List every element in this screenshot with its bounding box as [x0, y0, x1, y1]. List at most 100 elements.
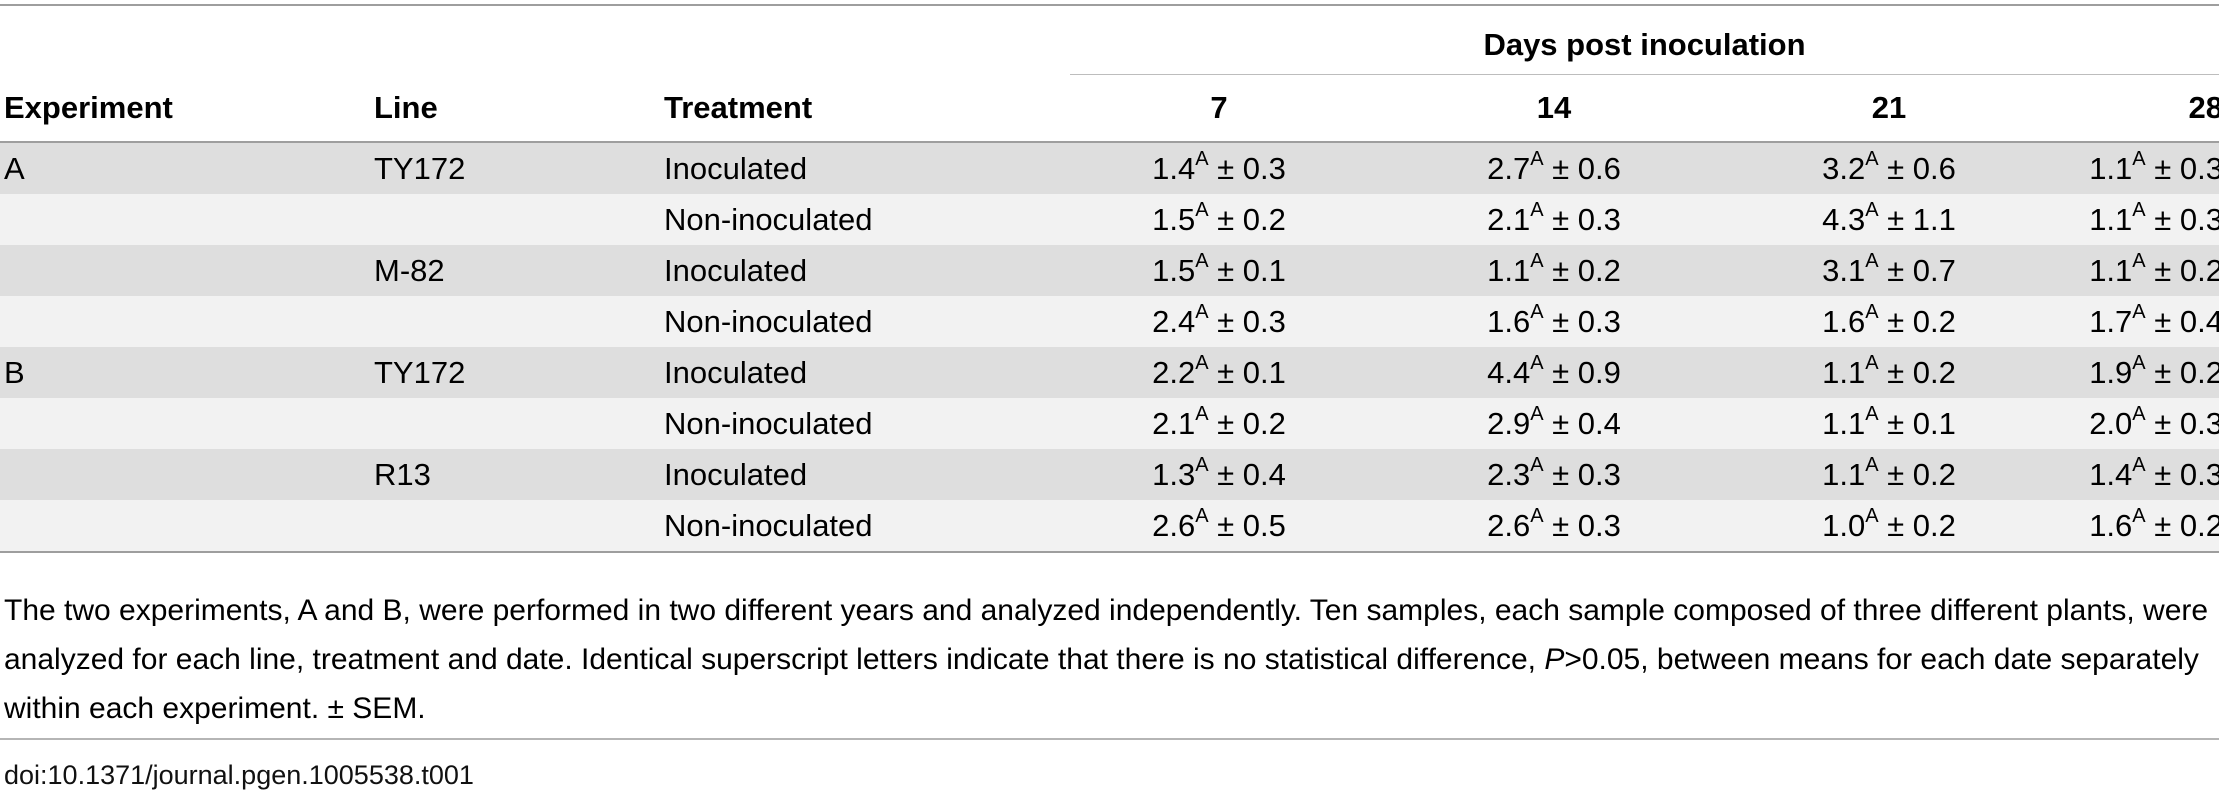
table-row: A TY172 Inoculated 1.4A ± 0.3 2.7A ± 0.6 3.2A…	[0, 142, 2219, 194]
mean-value: 3.1	[1822, 252, 1866, 288]
significance-letter: A	[1530, 301, 1544, 324]
sem-value: ± 0.6	[1887, 150, 1956, 186]
doi-link[interactable]: doi:10.1371/journal.pgen.1005538.t001	[4, 760, 474, 790]
cell-treatment: Inoculated	[664, 142, 1074, 194]
cell-experiment	[0, 296, 374, 347]
mean-value: 1.6	[1822, 303, 1866, 339]
sem-value: ± 0.7	[1887, 252, 1956, 288]
mean-value: 2.2	[1152, 354, 1196, 390]
cell-day-21: 1.0A ± 0.2	[1744, 500, 2034, 553]
cell-experiment: B	[0, 347, 374, 398]
cell-day-28: 1.1A ± 0.3	[2034, 142, 2219, 194]
footer-rule	[0, 738, 2219, 740]
sem-value: ± 0.2	[1552, 252, 1621, 288]
mean-value: 1.1	[2089, 150, 2133, 186]
cell-day-28: 1.4A ± 0.3	[2034, 449, 2219, 500]
cell-day-21: 3.1A ± 0.7	[1744, 245, 2034, 296]
cell-day-7: 1.4A ± 0.3	[1074, 142, 1364, 194]
cell-day-7: 1.5A ± 0.1	[1074, 245, 1364, 296]
significance-letter: A	[2132, 148, 2146, 171]
mean-value: 4.3	[1822, 201, 1866, 237]
sem-value: ± 1.1	[1887, 201, 1956, 237]
sem-value: ± 0.3	[1552, 507, 1621, 543]
cell-experiment	[0, 500, 374, 553]
sem-value: ± 0.3	[2154, 456, 2219, 492]
sem-value: ± 0.3	[2154, 150, 2219, 186]
group-header-rule	[1070, 74, 2219, 75]
table-row: Non-inoculated 1.5A ± 0.2 2.1A ± 0.3 4.3A ±…	[0, 194, 2219, 245]
significance-letter: A	[1195, 403, 1209, 426]
sem-value: ± 0.2	[1217, 405, 1286, 441]
mean-value: 2.6	[1487, 507, 1531, 543]
significance-letter: A	[2132, 454, 2146, 477]
cell-treatment: Inoculated	[664, 245, 1074, 296]
cell-treatment: Non-inoculated	[664, 500, 1074, 553]
table-body: A TY172 Inoculated 1.4A ± 0.3 2.7A ± 0.6 3.2A…	[0, 142, 2219, 553]
significance-letter: A	[1530, 250, 1544, 273]
significance-letter: A	[1195, 454, 1209, 477]
cell-experiment: A	[0, 142, 374, 194]
table-row: Non-inoculated 2.4A ± 0.3 1.6A ± 0.3 1.6A ±…	[0, 296, 2219, 347]
significance-letter: A	[2132, 403, 2146, 426]
significance-letter: A	[2132, 250, 2146, 273]
cell-line: TY172	[374, 142, 664, 194]
column-header-day-28: 28	[2034, 75, 2219, 143]
cell-experiment	[0, 398, 374, 449]
cell-experiment	[0, 245, 374, 296]
cell-day-7: 2.6A ± 0.5	[1074, 500, 1364, 553]
cell-day-14: 2.7A ± 0.6	[1364, 142, 1744, 194]
cell-day-14: 2.6A ± 0.3	[1364, 500, 1744, 553]
mean-value: 2.7	[1487, 150, 1531, 186]
mean-value: 1.5	[1152, 252, 1196, 288]
mean-value: 1.6	[2089, 507, 2133, 543]
mean-value: 2.0	[2089, 405, 2133, 441]
cell-day-14: 2.1A ± 0.3	[1364, 194, 1744, 245]
footnote-p-symbol: P	[1544, 643, 1565, 676]
sem-value: ± 0.1	[1217, 252, 1286, 288]
mean-value: 1.1	[1822, 405, 1866, 441]
column-header-line: Line	[374, 75, 664, 143]
mean-value: 3.2	[1822, 150, 1866, 186]
table-row: B TY172 Inoculated 2.2A ± 0.1 4.4A ± 0.9 1.1A…	[0, 347, 2219, 398]
sem-value: ± 0.6	[1552, 150, 1621, 186]
significance-letter: A	[1530, 505, 1544, 528]
cell-day-28: 1.9A ± 0.2	[2034, 347, 2219, 398]
footnote-text-part1: The two experiments, A and B, were perfo…	[4, 594, 2209, 676]
column-header-day-14: 14	[1364, 75, 1744, 143]
cell-treatment: Non-inoculated	[664, 194, 1074, 245]
mean-value: 1.1	[1822, 456, 1866, 492]
cell-line	[374, 296, 664, 347]
cell-day-14: 2.3A ± 0.3	[1364, 449, 1744, 500]
sem-value: ± 0.3	[1217, 150, 1286, 186]
table-row: Non-inoculated 2.1A ± 0.2 2.9A ± 0.4 1.1A ±…	[0, 398, 2219, 449]
table-footnote: The two experiments, A and B, were perfo…	[4, 586, 2214, 733]
sem-value: ± 0.4	[1552, 405, 1621, 441]
sem-value: ± 0.1	[1887, 405, 1956, 441]
column-header-day-21: 21	[1744, 75, 2034, 143]
cell-line: TY172	[374, 347, 664, 398]
column-header-treatment: Treatment	[664, 75, 1074, 143]
significance-letter: A	[1530, 352, 1544, 375]
cell-day-21: 1.1A ± 0.2	[1744, 449, 2034, 500]
mean-value: 1.1	[2089, 201, 2133, 237]
significance-letter: A	[1530, 148, 1544, 171]
significance-letter: A	[1195, 148, 1209, 171]
cell-day-7: 2.1A ± 0.2	[1074, 398, 1364, 449]
cell-day-21: 1.1A ± 0.2	[1744, 347, 2034, 398]
table-row: R13 Inoculated 1.3A ± 0.4 2.3A ± 0.3 1.1A ± …	[0, 449, 2219, 500]
cell-day-28: 1.1A ± 0.3	[2034, 194, 2219, 245]
cell-day-14: 1.1A ± 0.2	[1364, 245, 1744, 296]
sem-value: ± 0.2	[1887, 507, 1956, 543]
sem-value: ± 0.4	[2154, 303, 2219, 339]
sem-value: ± 0.2	[1887, 303, 1956, 339]
sem-value: ± 0.2	[1217, 201, 1286, 237]
sem-value: ± 0.2	[1887, 456, 1956, 492]
mean-value: 1.6	[1487, 303, 1531, 339]
significance-letter: A	[2132, 199, 2146, 222]
cell-treatment: Non-inoculated	[664, 296, 1074, 347]
cell-line: R13	[374, 449, 664, 500]
significance-letter: A	[1865, 199, 1879, 222]
mean-value: 1.0	[1822, 507, 1866, 543]
significance-letter: A	[1195, 301, 1209, 324]
cell-day-14: 2.9A ± 0.4	[1364, 398, 1744, 449]
